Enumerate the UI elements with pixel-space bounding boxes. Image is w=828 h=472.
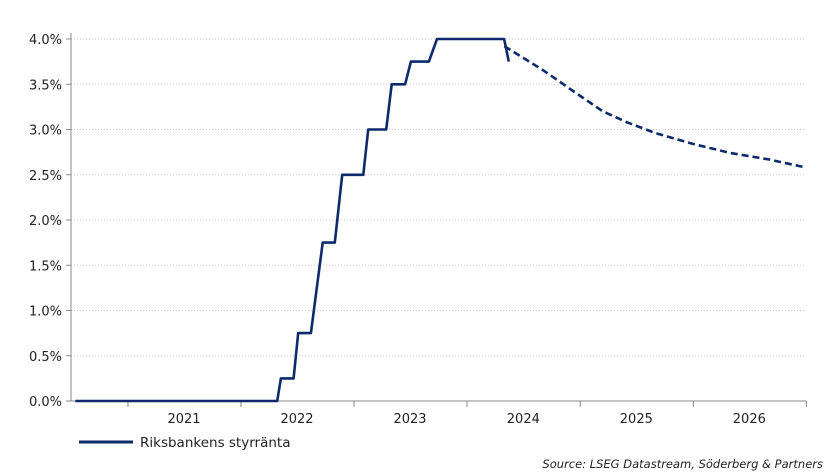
forecast-line	[503, 45, 807, 169]
x-tick-label: 2026	[733, 412, 766, 427]
legend-label: Riksbankens styrränta	[140, 435, 290, 451]
source-note: Source: LSEG Datastream, Söderberg & Par…	[542, 457, 823, 471]
x-tick-label: 2021	[167, 412, 200, 427]
x-tick-label: 2025	[620, 412, 653, 427]
y-tick-label: 4.0%	[29, 33, 62, 48]
y-tick-label: 2.0%	[29, 214, 62, 229]
y-tick-label: 0.5%	[29, 350, 62, 365]
y-tick-label: 1.0%	[29, 305, 62, 320]
x-tick-label: 2023	[393, 412, 426, 427]
x-tick-labels: 2021 2022 2023 2024 2025 2026	[167, 412, 765, 427]
x-tick-label: 2022	[280, 412, 313, 427]
series-line	[75, 37, 511, 403]
x-tick-label: 2024	[507, 412, 540, 427]
series-lines	[75, 37, 807, 403]
y-tick-label: 2.5%	[29, 169, 62, 184]
y-tick-label: 3.0%	[29, 124, 62, 139]
y-tick-label: 1.5%	[29, 259, 62, 274]
y-tick-label: 0.0%	[29, 395, 62, 410]
y-tick-labels: 0.0% 0.5% 1.0% 1.5% 2.0% 2.5% 3.0% 3.5% 4.0%	[29, 33, 62, 410]
gridlines	[71, 38, 806, 357]
legend: Riksbankens styrränta	[79, 435, 290, 451]
y-tick-label: 3.5%	[29, 78, 62, 93]
